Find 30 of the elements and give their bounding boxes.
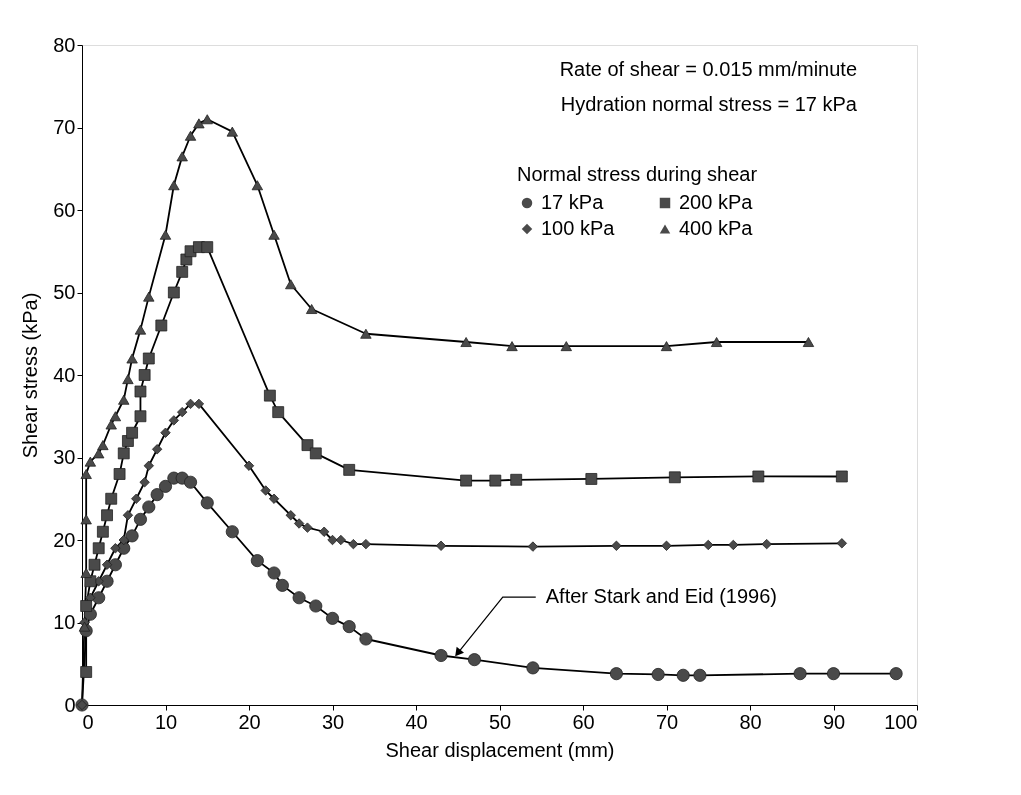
legend-title: Normal stress during shear xyxy=(517,163,758,185)
legend-label: 400 kPa xyxy=(679,217,754,239)
legend-label: 17 kPa xyxy=(541,191,605,213)
legend-label: 100 kPa xyxy=(541,217,616,239)
y-tick-label: 70 xyxy=(53,116,76,138)
x-tick-label: 0 xyxy=(82,710,94,733)
x-axis-title: Shear displacement (mm) xyxy=(385,738,615,761)
x-tick-label: 60 xyxy=(572,710,595,733)
x-tick-label: 50 xyxy=(488,710,512,733)
y-tick-label: 30 xyxy=(53,446,76,468)
x-tick-label: 10 xyxy=(154,710,178,733)
y-tick-label: 80 xyxy=(53,33,76,56)
y-tick-label: 0 xyxy=(64,693,76,716)
x-tick-label: 80 xyxy=(739,710,762,733)
annotation: Hydration normal stress = 17 kPa xyxy=(560,93,858,115)
y-tick-label: 50 xyxy=(53,281,76,303)
x-tick-label: 90 xyxy=(822,710,846,733)
x-tick-label: 70 xyxy=(655,710,679,733)
x-tick-label: 30 xyxy=(321,710,345,733)
legend-label: 200 kPa xyxy=(679,191,754,213)
y-tick-label: 40 xyxy=(53,363,76,386)
y-axis-title: Shear stress (kPa) xyxy=(19,292,42,459)
annotation: After Stark and Eid (1996) xyxy=(545,585,777,608)
x-tick-label: 100 xyxy=(884,710,918,733)
y-tick-label: 60 xyxy=(53,198,76,221)
y-tick-label: 10 xyxy=(53,611,76,633)
x-tick-label: 40 xyxy=(405,710,428,733)
annotation: Rate of shear = 0.015 mm/minute xyxy=(559,58,857,80)
y-tick-label: 20 xyxy=(53,528,76,551)
x-tick-label: 20 xyxy=(238,710,261,733)
